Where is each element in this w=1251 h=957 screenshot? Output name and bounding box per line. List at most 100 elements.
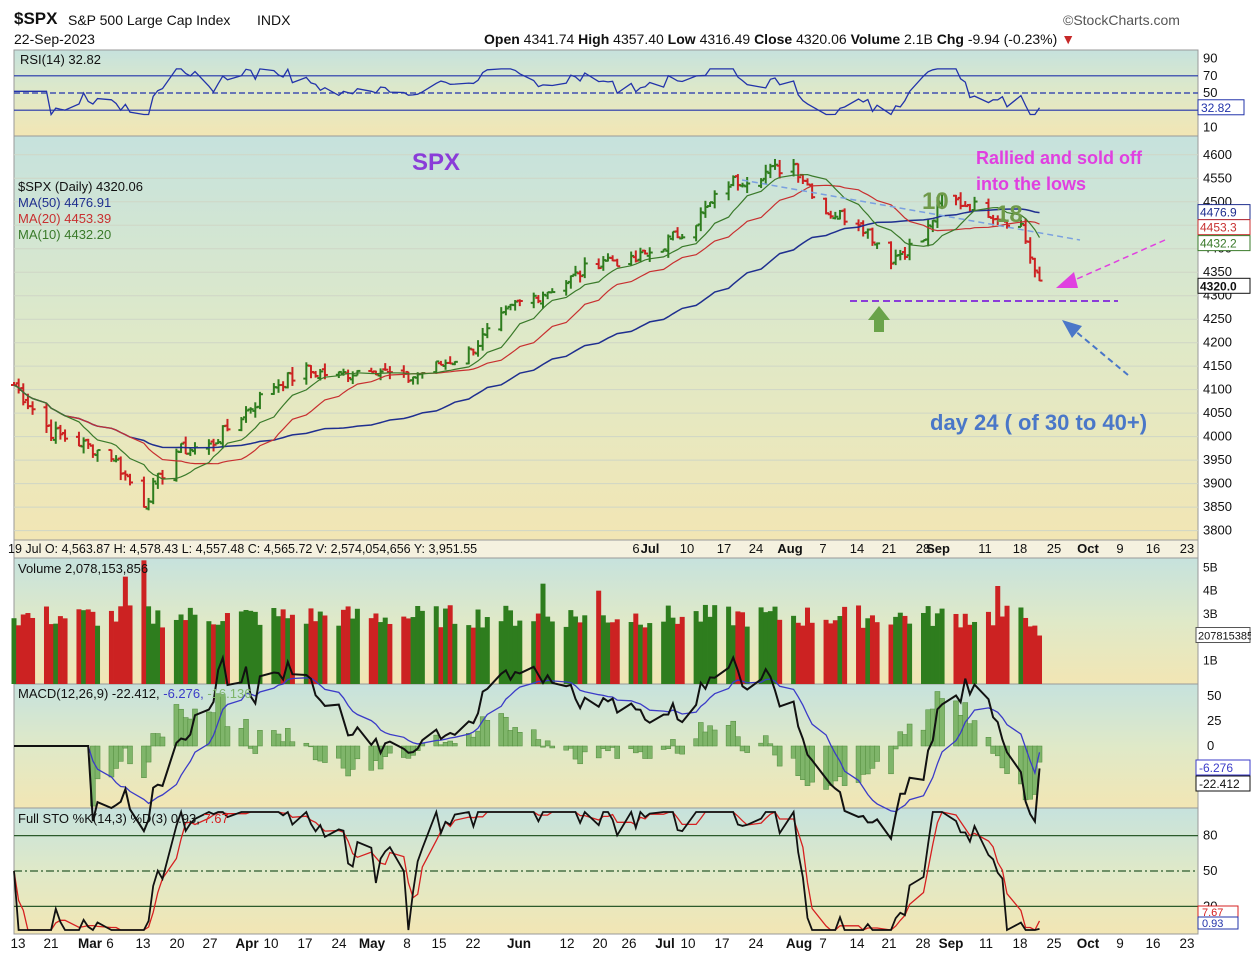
volume-bar	[995, 586, 1001, 684]
volume-bar	[433, 606, 439, 684]
macd-histogram-bar	[971, 720, 978, 747]
macd-histogram-bar	[182, 717, 189, 747]
mid-axis-label: 9	[1116, 541, 1123, 556]
mid-axis-label: 28	[916, 541, 930, 556]
volume-bar	[289, 614, 295, 684]
x-axis-label: 10	[680, 936, 695, 951]
mid-axis-label: 11	[978, 541, 992, 556]
macd-histogram-bar	[902, 734, 908, 747]
blue-arrowhead-icon	[1062, 320, 1082, 338]
volume-bar	[563, 626, 569, 684]
x-axis-label: Jun	[507, 936, 531, 951]
macd-histogram-bar	[289, 741, 296, 747]
volume-bar	[206, 621, 212, 684]
volume-value-tag-box	[1195, 627, 1251, 644]
volume-bar	[531, 621, 537, 684]
x-axis-label: 21	[43, 936, 58, 951]
volume-bar	[763, 612, 769, 684]
volume-bar	[712, 605, 718, 684]
macd-histogram-bar	[827, 745, 834, 786]
rsi-tick-label: 90	[1203, 51, 1217, 66]
macd-histogram-bar	[498, 713, 504, 747]
rsi-tick-label: 10	[1203, 119, 1217, 134]
volume-bar	[43, 606, 49, 684]
macd-histogram-bar	[113, 745, 119, 769]
volume-bar	[897, 612, 903, 684]
x-axis-label: 11	[979, 936, 993, 951]
volume-bar	[679, 616, 685, 684]
macd-histogram-bar	[679, 745, 685, 755]
x-axis-label: 13	[135, 936, 150, 951]
mid-axis-label: Oct	[1077, 541, 1099, 556]
volume-bar	[730, 625, 736, 684]
macd-histogram-bar	[303, 742, 310, 747]
price-value-tag: 4453.3	[1200, 221, 1237, 235]
macd-histogram-bar	[484, 720, 491, 747]
x-axis-label: 10	[263, 936, 278, 951]
volume-bar	[155, 610, 161, 684]
volume-bar	[874, 622, 880, 684]
volume-bar	[405, 618, 411, 684]
sto-value-tag: 0.93	[1202, 918, 1223, 930]
volume-bar	[183, 620, 189, 684]
macd-histogram-bar	[438, 744, 444, 747]
volume-bar	[856, 605, 862, 684]
volume-bar	[540, 583, 546, 684]
macd-histogram-bar	[967, 723, 973, 747]
volume-bar	[842, 606, 848, 684]
macd-histogram-bar	[582, 745, 588, 753]
open-label: Open	[484, 31, 520, 47]
macd-histogram-bar	[985, 737, 992, 747]
index-name: S&P 500 Large Cap Index	[68, 12, 231, 28]
volume-bar	[308, 608, 314, 684]
annotation-day-count: day 24 ( of 30 to 40+)	[930, 410, 1147, 435]
macd-histogram-bar	[735, 736, 741, 747]
volume-bar	[726, 606, 732, 684]
volume-bar	[443, 608, 449, 684]
macd-histogram-bar	[354, 745, 361, 760]
volume-bar	[962, 613, 968, 684]
x-axis-label: 12	[559, 936, 574, 951]
volume-bar	[517, 620, 523, 684]
mid-axis-strip	[13, 539, 1199, 559]
volume-bar	[238, 611, 244, 684]
mid-axis-label: 6	[632, 541, 639, 556]
x-axis-label: Sep	[939, 936, 964, 951]
volume-bar	[665, 605, 671, 684]
volume-bar	[498, 621, 504, 684]
macd-signal-line	[14, 677, 1041, 813]
mid-axis-label: 24	[749, 541, 763, 556]
volume-bar	[340, 609, 346, 684]
volume-bar	[907, 623, 913, 684]
annotation-spx: SPX	[412, 149, 460, 176]
volume-bar	[146, 606, 152, 684]
volume-bar	[187, 607, 193, 684]
volume-bar	[85, 609, 91, 684]
volume-bar	[633, 613, 639, 684]
macd-histogram-bar	[312, 745, 319, 761]
volume-bar	[837, 616, 843, 684]
volume-bar	[767, 611, 773, 684]
volume-bar	[257, 624, 263, 684]
x-axis-label: 6	[106, 936, 114, 951]
macd-histogram-bar	[962, 702, 969, 747]
volume-bar	[809, 622, 815, 684]
volume-bar	[150, 623, 156, 684]
volume-bar	[159, 627, 165, 684]
volume-bar	[804, 607, 810, 684]
macd-value-tag-box	[1195, 775, 1251, 792]
volume-bar	[415, 605, 421, 684]
rsi-value-tag: 32.82	[1201, 101, 1231, 115]
volume-bar	[893, 616, 899, 684]
macd-histogram-bar	[572, 745, 579, 760]
volume-bar	[740, 612, 746, 684]
sto-value-tag: 7.67	[1202, 907, 1223, 919]
macd-line	[14, 654, 1041, 842]
annotation-rally-line2: into the lows	[976, 174, 1086, 194]
macd-histogram-bar	[795, 745, 801, 776]
volume-bar	[572, 616, 578, 684]
volume-bar	[888, 624, 894, 684]
x-axis-label: 7	[819, 936, 827, 951]
macd-histogram-bar	[999, 745, 1006, 769]
